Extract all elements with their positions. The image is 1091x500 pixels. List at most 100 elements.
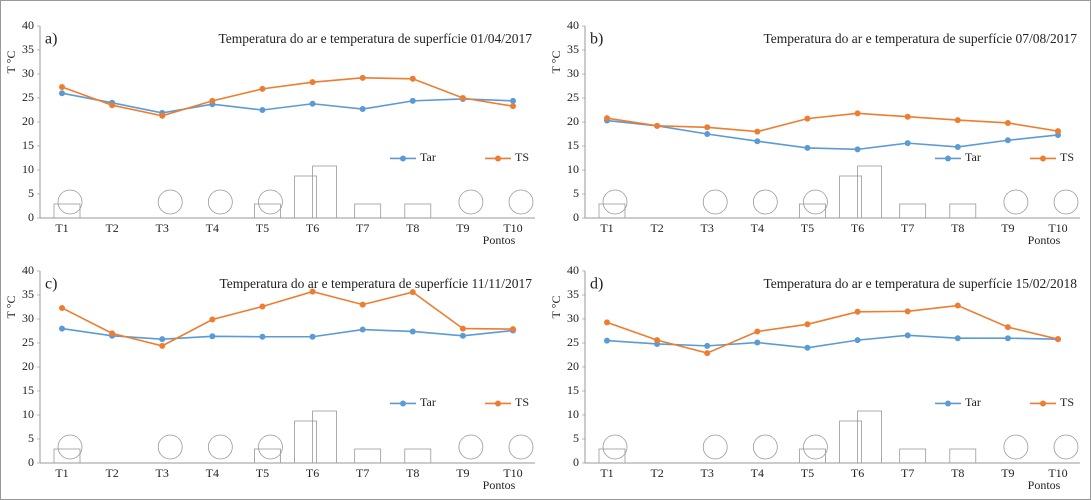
data-point (510, 103, 516, 110)
y-tick-label: 35 (22, 42, 34, 56)
data-point (159, 112, 166, 119)
y-axis-label: T °C (549, 296, 563, 319)
x-tick-label: T5 (801, 466, 814, 480)
y-tick-label: 0 (573, 455, 579, 469)
x-tick-label: T10 (503, 221, 522, 235)
series-line (61, 77, 514, 117)
data-point (209, 333, 216, 340)
x-tick-label: T2 (650, 221, 663, 235)
data-point (109, 330, 116, 337)
tree (1003, 434, 1029, 460)
y-tick-label: 0 (28, 455, 34, 469)
chart-title: Temperatura do ar e temperatura de super… (763, 31, 1077, 46)
x-tick-label: T9 (1001, 221, 1014, 235)
data-point (359, 301, 366, 308)
x-tick-label: T1 (600, 466, 613, 480)
tree (57, 434, 83, 460)
panel-label: c) (45, 276, 57, 293)
data-point (510, 326, 516, 333)
data-point (904, 308, 911, 315)
data-point (59, 304, 65, 311)
legend-marker (400, 155, 406, 162)
data-point (804, 344, 811, 351)
x-tick-label: T1 (600, 221, 613, 235)
tree (57, 189, 83, 215)
legend-label: TS (515, 150, 529, 164)
data-point (359, 74, 366, 81)
data-point (1004, 119, 1011, 126)
data-point (459, 325, 466, 332)
tree (803, 434, 828, 460)
x-tick-label: T5 (801, 221, 814, 235)
data-point (804, 144, 811, 151)
tree (803, 189, 828, 215)
data-point (1004, 335, 1011, 342)
data-point (904, 113, 911, 120)
tree (458, 434, 484, 460)
data-point (510, 97, 516, 104)
legend-marker (945, 400, 951, 407)
y-tick-label: 25 (567, 90, 579, 104)
x-tick-label: T10 (503, 466, 522, 480)
data-point (754, 128, 761, 135)
data-point (754, 339, 761, 346)
x-tick-label: T7 (356, 221, 369, 235)
legend-marker (1040, 400, 1046, 407)
data-point (159, 336, 166, 343)
y-tick-label: 20 (567, 359, 579, 373)
data-point (59, 325, 65, 332)
data-point (409, 75, 416, 82)
x-axis-label: Pontos (483, 478, 516, 492)
tree (458, 189, 484, 215)
data-point (954, 302, 961, 309)
data-point (409, 97, 416, 104)
y-tick-label: 25 (22, 335, 34, 349)
x-tick-label: T5 (256, 221, 269, 235)
series-line (606, 334, 1059, 349)
tree (752, 434, 778, 460)
x-tick-label: T4 (751, 466, 764, 480)
y-tick-label: 15 (22, 138, 34, 152)
y-axis-label: T °C (4, 51, 18, 74)
y-tick-label: 20 (567, 114, 579, 128)
data-point (704, 124, 711, 131)
tree (508, 434, 534, 460)
y-tick-label: 15 (567, 138, 579, 152)
legend-marker (495, 155, 501, 162)
series-line (606, 112, 1059, 133)
legend-marker (945, 155, 951, 162)
x-tick-label: T9 (456, 466, 469, 480)
data-point (59, 90, 65, 97)
y-tick-label: 30 (567, 66, 579, 80)
x-tick-label: T9 (456, 221, 469, 235)
x-tick-label: T8 (951, 221, 964, 235)
chart-title: Temperatura do ar e temperatura de super… (763, 276, 1077, 291)
panel-label: a) (45, 31, 57, 48)
y-tick-label: 40 (567, 18, 579, 32)
x-tick-label: T3 (156, 466, 169, 480)
y-tick-label: 40 (567, 263, 579, 277)
data-point (1055, 336, 1061, 343)
data-point (109, 102, 116, 109)
tree (602, 434, 628, 460)
data-point (804, 321, 811, 328)
data-point (954, 335, 961, 342)
legend-marker (400, 400, 406, 407)
data-point (604, 115, 610, 122)
tree (752, 189, 778, 215)
x-tick-label: T8 (406, 466, 419, 480)
data-point (1004, 137, 1011, 144)
x-tick-label: T6 (306, 466, 319, 480)
data-point (654, 122, 661, 129)
x-tick-label: T2 (105, 466, 118, 480)
x-tick-label: T10 (1048, 221, 1067, 235)
y-tick-label: 20 (22, 359, 34, 373)
y-tick-label: 25 (567, 335, 579, 349)
tree (258, 434, 283, 460)
x-tick-label: T1 (55, 221, 68, 235)
data-point (904, 140, 911, 147)
tree (1053, 434, 1079, 460)
tree (1053, 189, 1079, 215)
data-point (209, 316, 216, 323)
